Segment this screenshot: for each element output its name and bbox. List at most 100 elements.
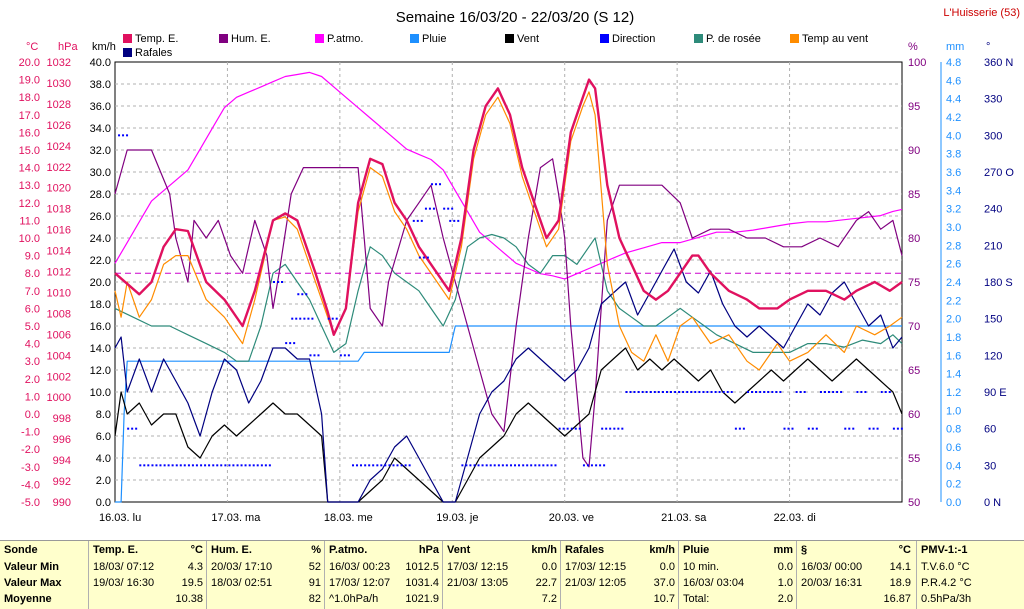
pressure-tick-label: 1024: [47, 141, 71, 153]
series-line-rafales: [114, 248, 903, 503]
axis-unit-label: mm: [946, 41, 964, 53]
temp-tick-label: -2.0: [21, 444, 40, 456]
direction-dot: [477, 464, 480, 467]
stat-unit: km/h: [531, 544, 557, 556]
stats-column: Temp. E. °C 18/03/ 07:12 4.3 19/03/ 16:30 19.…: [88, 541, 207, 609]
direction-dot: [232, 464, 235, 467]
direction-dot: [497, 464, 500, 467]
direction-dot: [317, 354, 320, 357]
direction-dot: [747, 391, 750, 393]
direction-tick-label: 330: [984, 94, 1002, 106]
temp-tick-label: -4.0: [21, 479, 40, 491]
direction-dot: [167, 464, 170, 467]
stats-column: Pluie mm 10 min. 0.0 16/03/ 03:04 1.0 Total: 2.…: [678, 541, 797, 609]
legend-label: P.atmo.: [327, 33, 364, 45]
direction-dot: [364, 464, 367, 467]
temp-tick-label: 20.0: [19, 57, 40, 69]
direction-dot: [755, 391, 758, 393]
direction-dot: [159, 464, 162, 467]
direction-dot: [661, 391, 664, 393]
stat-min-date: 20/03/ 17:10: [211, 561, 273, 573]
direction-dot: [216, 464, 219, 467]
direction-dot: [435, 183, 438, 186]
humidity-tick-label: 65: [908, 365, 920, 377]
direction-dot: [240, 464, 243, 467]
wind-tick-label: 26.0: [90, 211, 111, 223]
direction-dot: [187, 464, 190, 467]
temp-tick-label: -3.0: [21, 462, 40, 474]
direction-dot: [204, 464, 207, 467]
direction-tick-label: 210: [984, 240, 1002, 252]
direction-dot: [730, 391, 733, 393]
direction-dot: [465, 464, 468, 467]
direction-dot: [418, 256, 421, 259]
direction-dot: [416, 219, 419, 222]
direction-dot: [566, 427, 569, 430]
rain-tick-label: 1.4: [946, 369, 961, 381]
series-line-p-atmo: [114, 71, 903, 280]
humidity-tick-label: 95: [908, 101, 920, 113]
direction-dot: [147, 464, 150, 467]
direction-dot: [208, 464, 211, 467]
rain-tick-label: 1.2: [946, 387, 961, 399]
day-label: 17.03. ma: [211, 512, 261, 524]
axis-unit-label: °: [986, 41, 990, 53]
direction-dot: [601, 427, 604, 430]
direction-dot: [738, 427, 741, 430]
direction-dot: [118, 134, 121, 137]
stat-unit: mm: [773, 544, 793, 556]
temp-tick-label: -1.0: [21, 427, 40, 439]
series-line-temp-au-vent: [114, 91, 903, 371]
direction-dot: [734, 427, 737, 430]
direction-dot: [400, 464, 403, 467]
direction-dot: [408, 464, 411, 467]
direction-dot: [212, 464, 215, 467]
humidity-tick-label: 85: [908, 189, 920, 201]
wind-tick-label: 8.0: [96, 409, 111, 421]
stat-unit: hPa: [418, 544, 439, 556]
stat-min-value: 52: [308, 561, 321, 573]
direction-dot: [872, 427, 875, 430]
stat-max-value: 18.9: [889, 577, 911, 589]
weather-chart: Semaine 16/03/20 - 22/03/20 (S 12) L'Hui…: [18, 7, 1020, 524]
direction-dot: [900, 427, 903, 430]
min-label: Valeur Min: [4, 561, 60, 573]
pressure-tick-label: 1026: [47, 120, 71, 132]
temp-tick-label: 8.0: [25, 268, 40, 280]
rain-tick-label: 1.8: [946, 332, 961, 344]
stat-avg-date: ^1.0hPa/h: [329, 593, 379, 605]
direction-dot: [343, 354, 346, 357]
stat-name: Hum. E.: [211, 544, 252, 556]
stat-avg-value: 2.0: [777, 593, 793, 605]
direction-dot: [803, 391, 806, 393]
rain-tick-label: 2.4: [946, 277, 961, 289]
direction-tick-label: 360 N: [984, 57, 1013, 69]
temp-tick-label: 18.0: [19, 92, 40, 104]
direction-dot: [807, 427, 810, 430]
direction-dot: [293, 342, 296, 345]
stat-avg-value: 7.2: [541, 593, 557, 605]
direction-dot: [191, 464, 194, 467]
wind-tick-label: 28.0: [90, 189, 111, 201]
temp-tick-label: 2.0: [25, 374, 40, 386]
stats-column: § °C 16/03/ 00:00 14.1 20/03/ 16:31 18.9 16.87: [796, 541, 915, 609]
direction-dot: [844, 427, 847, 430]
humidity-tick-label: 75: [908, 277, 920, 289]
stat-name: §: [801, 544, 808, 556]
rain-tick-label: 2.6: [946, 259, 961, 271]
direction-dot: [171, 464, 174, 467]
rain-tick-label: 2.0: [946, 314, 961, 326]
direction-tick-label: 180 S: [984, 277, 1013, 289]
humidity-tick-label: 60: [908, 409, 920, 421]
temp-tick-label: -5.0: [21, 497, 40, 509]
direction-dot: [799, 391, 802, 393]
wind-tick-label: 2.0: [96, 475, 111, 487]
rain-tick-label: 0.2: [946, 479, 961, 491]
stat-max-value: 37.0: [653, 577, 675, 589]
stat-min-value: 0.0: [659, 561, 675, 573]
direction-dot: [281, 281, 284, 283]
direction-dot: [603, 464, 606, 467]
stat-unit: °C: [898, 544, 911, 556]
pressure-tick-label: 1020: [47, 183, 71, 195]
pressure-tick-label: 1018: [47, 204, 71, 216]
